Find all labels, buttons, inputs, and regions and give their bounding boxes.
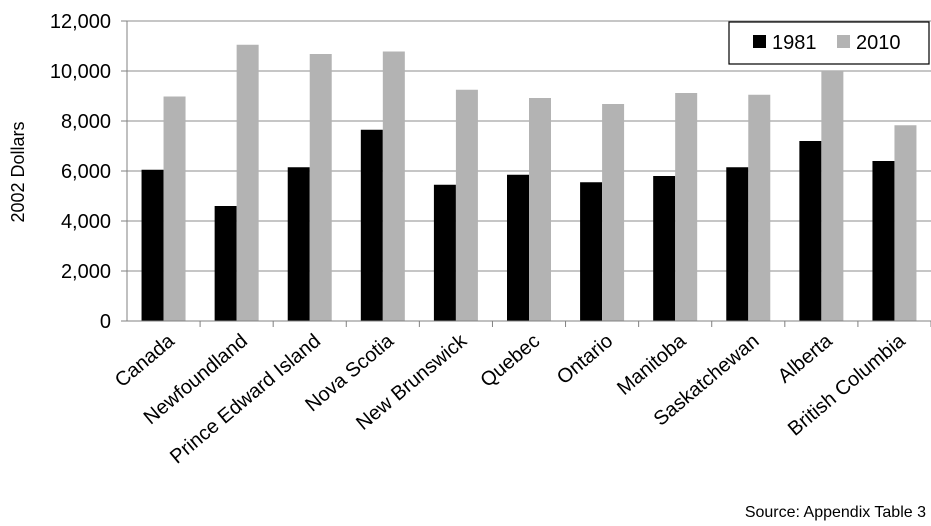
bar-1981-saskatchewan (726, 167, 749, 321)
source-annotation: Source: Appendix Table 3 (745, 504, 926, 521)
y-tick-label: 4,000 (61, 211, 111, 233)
bar-1981-ontario (580, 182, 603, 321)
bar-1981-new-brunswick (433, 184, 456, 321)
legend-label-1981: 1981 (772, 32, 817, 54)
bar-1981-alberta (799, 141, 822, 321)
bar-1981-quebec (507, 174, 529, 321)
bar-2010-alberta (821, 71, 844, 321)
bar-1981-prince-edward-island (287, 167, 310, 321)
y-tick-label: 2,000 (61, 261, 111, 283)
x-tick-label: Alberta (774, 329, 837, 387)
legend-label-2010: 2010 (856, 32, 901, 54)
legend-swatch-2010 (837, 35, 850, 48)
bar-2010-manitoba (675, 93, 698, 321)
bar-2010-nova-scotia (382, 51, 405, 321)
y-tick-label: 10,000 (50, 61, 111, 83)
x-tick-label: Canada (111, 329, 179, 391)
x-tick-label: Quebec (476, 330, 544, 392)
bar-1981-newfoundland (214, 206, 237, 321)
y-tick-label: 6,000 (61, 161, 111, 183)
bars (141, 44, 917, 321)
legend-swatch-1981 (753, 35, 766, 48)
bar-1981-manitoba (653, 176, 676, 321)
y-tick-label: 12,000 (50, 11, 111, 33)
bar-2010-saskatchewan (748, 94, 771, 321)
legend: 1981 2010 (728, 21, 930, 65)
bar-2010-new-brunswick (455, 89, 478, 321)
bar-2010-ontario (602, 104, 625, 321)
bar-2010-canada (163, 96, 186, 321)
y-tick-labels: 0 2,000 4,000 6,000 8,000 10,000 12,000 (50, 11, 111, 333)
y-axis-label: 2002 Dollars (8, 121, 28, 222)
bar-2010-quebec (529, 98, 551, 321)
bar-2010-newfoundland (236, 44, 259, 321)
axes (126, 21, 931, 322)
x-tick-label: Ontario (553, 330, 617, 389)
bar-1981-canada (141, 169, 164, 321)
y-tick-label: 0 (100, 311, 111, 333)
bar-1981-british-columbia (872, 161, 895, 321)
bar-2010-british-columbia (894, 125, 917, 321)
bar-1981-nova-scotia (360, 129, 383, 321)
y-tick-label: 8,000 (61, 111, 111, 133)
bar-2010-prince-edward-island (309, 54, 332, 321)
